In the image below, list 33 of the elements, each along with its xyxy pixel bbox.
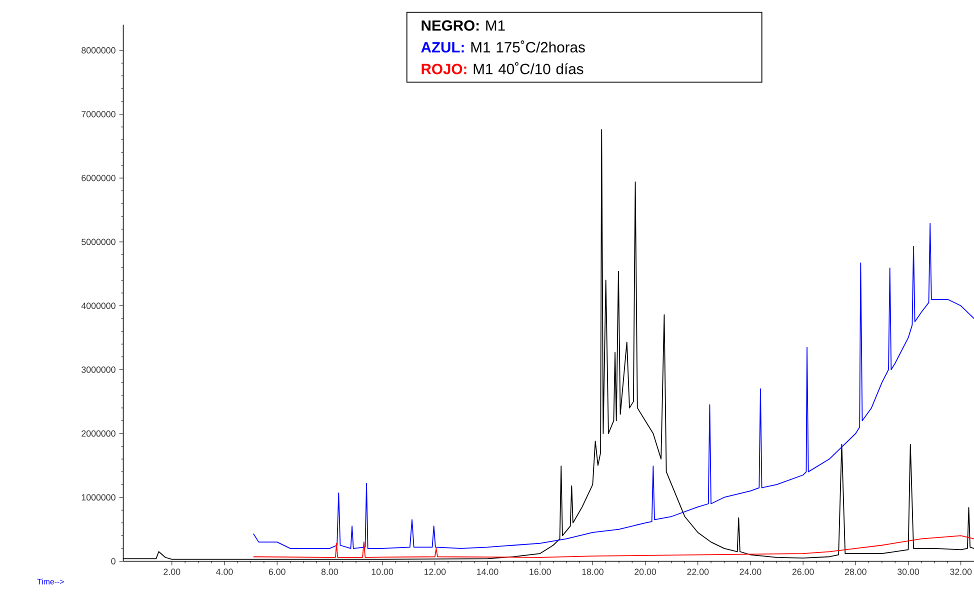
x-tick-label: 6.00 xyxy=(268,568,286,575)
x-tick-label: 14.00 xyxy=(477,568,498,575)
x-tick-label: 24.00 xyxy=(740,568,762,575)
y-tick-label: 5000000 xyxy=(82,238,116,246)
y-tick-label: 1000000 xyxy=(82,494,116,501)
y-tick-label: 0 xyxy=(111,558,116,564)
annotation: M1 xyxy=(486,20,505,31)
y-tick-label: 4000000 xyxy=(81,302,116,309)
annotation: M1 175˚C/2horas xyxy=(471,40,585,53)
text: ROJO: xyxy=(422,64,466,74)
x-tick-label: 4.00 xyxy=(216,568,233,575)
y-tick-label: 2000000 xyxy=(82,430,116,437)
y-tick-label: 6000000 xyxy=(82,174,116,182)
x-tick-label: 12.00 xyxy=(424,568,446,575)
x-tick-label: 8.00 xyxy=(321,568,338,575)
y-tick-label: 3000000 xyxy=(82,366,116,373)
x-tick-label: 18.00 xyxy=(582,568,604,575)
y-tick-label: 7000000 xyxy=(82,111,116,118)
x-tick-label: 28.00 xyxy=(844,568,866,575)
x-tick-label: 10.00 xyxy=(372,568,394,575)
x-tick-label: 26.00 xyxy=(792,568,814,575)
text: NEGRO: xyxy=(422,20,479,31)
x-tick-label: 30.00 xyxy=(897,568,920,575)
x-tick-label: 22.00 xyxy=(687,568,709,575)
x-tick-label: 16.00 xyxy=(530,568,551,575)
y-tick-label: 8000000 xyxy=(82,47,116,54)
annotation: M1 40˚C/10 días xyxy=(474,62,584,74)
line-series xyxy=(252,222,974,549)
text: AZUL: xyxy=(421,42,464,53)
x-tick-label: 32.00 xyxy=(950,568,972,575)
x-tick-label: 20.00 xyxy=(634,568,656,575)
line-series xyxy=(252,535,974,558)
x-tick-label: 2.00 xyxy=(164,568,180,575)
